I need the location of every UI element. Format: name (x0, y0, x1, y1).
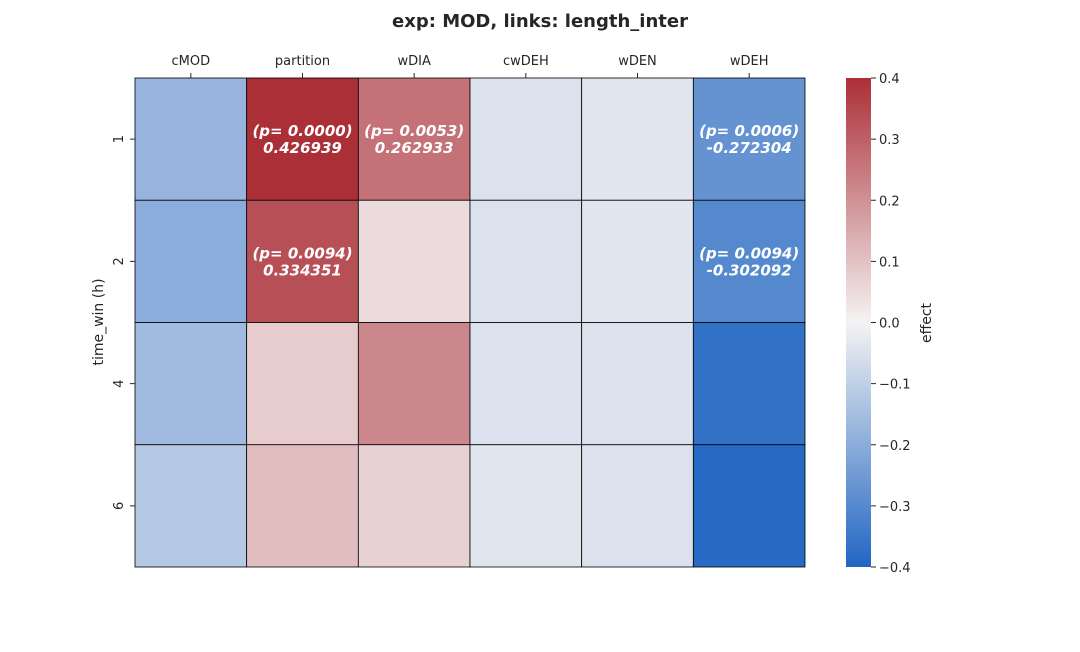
heatmap-cell (469, 444, 583, 568)
cell-annotation: (p= 0.0006) -0.272304 (699, 122, 799, 157)
cell-annotations: (p= 0.0000) 0.426939 (p= 0.0053) 0.262933 (p… (252, 122, 799, 279)
cell-annotation: (p= 0.0094) 0.334351 (252, 244, 352, 279)
colorbar-label: effect (919, 302, 935, 343)
heatmap-cell (692, 444, 806, 568)
colorbar-tick-label: −0.3 (879, 500, 911, 515)
x-tick-label: wDIA (397, 54, 430, 69)
heatmap-cell (246, 199, 359, 323)
colorbar-tick-label: −0.1 (879, 378, 911, 393)
colorbar-ticks: 0.4 0.3 0.2 0.1 0.0 −0.1 −0.2 −0.3 −0.4 (871, 72, 911, 576)
colorbar-tick-label: 0.2 (879, 194, 900, 209)
heatmap-cell (692, 322, 806, 446)
heatmap-cell (134, 77, 248, 201)
heatmap-cell (357, 77, 471, 201)
heatmap-cell (469, 77, 583, 201)
heatmap-cell (692, 199, 806, 323)
heatmap-cell (246, 322, 359, 446)
colorbar (846, 78, 871, 567)
x-tick-label: cMOD (172, 54, 211, 69)
x-tick-label: cwDEH (503, 54, 549, 69)
heatmap-cell (469, 199, 583, 323)
heatmap-cell (134, 199, 248, 323)
colorbar-tick-label: −0.4 (879, 561, 911, 576)
heatmap-cell (246, 77, 359, 201)
cell-annotation: (p= 0.0094) -0.302092 (699, 244, 799, 279)
y-tick-label: 4 (112, 379, 127, 387)
heatmap-cell (581, 444, 694, 568)
chart-title: exp: MOD, links: length_inter (392, 11, 688, 32)
heatmap-cell (581, 199, 694, 323)
x-tick-label: partition (275, 54, 330, 69)
heatmap-cell (469, 322, 583, 446)
heatmap-cell (357, 322, 471, 446)
heatmap-cell (246, 444, 359, 568)
cell-annotation: (p= 0.0053) 0.262933 (364, 122, 464, 157)
colorbar-tick-label: 0.0 (879, 317, 900, 332)
y-tick-label: 2 (112, 257, 127, 265)
cell-annotation: (p= 0.0000) 0.426939 (252, 122, 352, 157)
x-tick-label: wDEN (618, 54, 657, 69)
y-tick-label: 1 (112, 135, 127, 143)
x-tick-label: wDEH (730, 54, 769, 69)
colorbar-tick-label: 0.3 (879, 133, 900, 148)
colorbar-tick-label: −0.2 (879, 439, 911, 454)
heatmap-cell (581, 322, 694, 446)
heatmap-cells (134, 77, 806, 568)
colorbar-tick-label: 0.4 (879, 72, 900, 87)
heatmap-cell (357, 444, 471, 568)
y-axis-label: time_win (h) (91, 278, 107, 365)
heatmap-cell (134, 444, 248, 568)
heatmap-cell (581, 77, 694, 201)
x-axis-ticks: cMOD partition wDIA cwDEH wDEN wDEH (172, 54, 769, 78)
colorbar-tick-label: 0.1 (879, 255, 900, 270)
heatmap-cell (134, 322, 248, 446)
heatmap-cell (357, 199, 471, 323)
y-tick-label: 6 (112, 502, 127, 510)
y-axis-ticks: 1 2 4 6 (112, 135, 135, 510)
